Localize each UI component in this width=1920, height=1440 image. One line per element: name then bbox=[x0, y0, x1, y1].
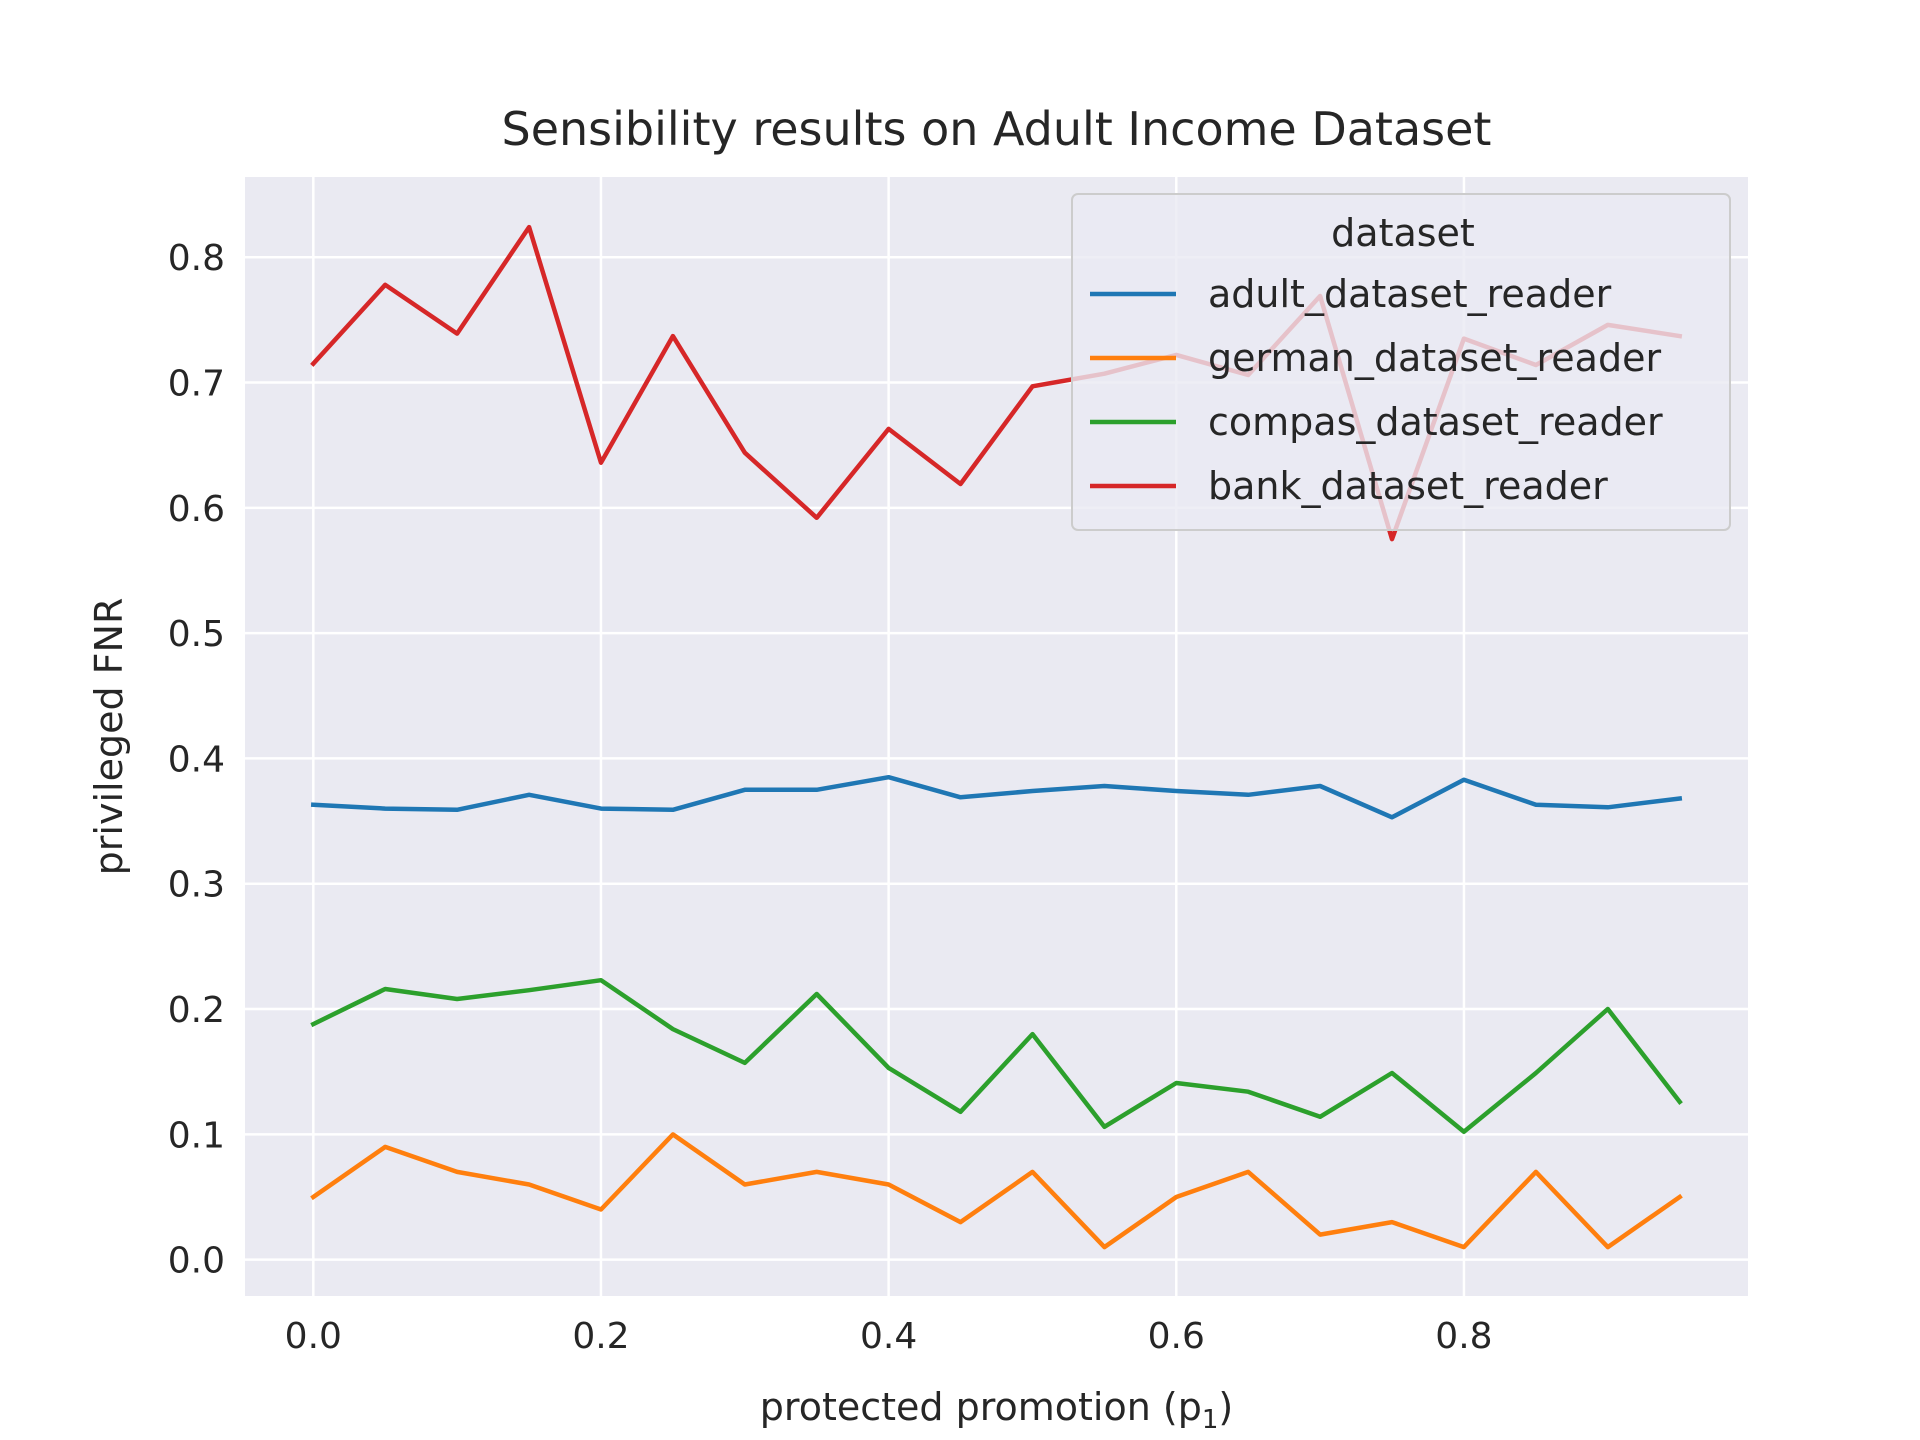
x-axis-label-suffix: ) bbox=[1218, 1385, 1233, 1429]
x-axis-label-text: protected promotion (p bbox=[760, 1385, 1202, 1429]
legend-items: adult_dataset_reader german_dataset_reade… bbox=[1090, 272, 1663, 508]
chart-title: Sensibility results on Adult Income Data… bbox=[502, 102, 1492, 156]
y-tick-label: 0.6 bbox=[168, 489, 225, 530]
tick-labels: 0.0 0.2 0.4 0.6 0.8 0.0 0.1 0.2 0.3 0.4 0.5 0.6 0.7 0… bbox=[168, 238, 1493, 1357]
x-axis-label: protected promotion (p1) bbox=[760, 1385, 1233, 1435]
y-tick-label: 0.1 bbox=[168, 1115, 225, 1156]
legend-label: bank_dataset_reader bbox=[1208, 464, 1608, 508]
x-axis-label-subscript: 1 bbox=[1202, 1405, 1219, 1435]
series-line-german-dataset-reader bbox=[310, 1132, 1683, 1250]
y-tick-label: 0.8 bbox=[168, 238, 225, 279]
series-line-adult-dataset-reader bbox=[310, 774, 1683, 820]
legend-label: compas_dataset_reader bbox=[1208, 400, 1663, 444]
x-tick-label: 0.6 bbox=[1148, 1316, 1205, 1357]
series-line-compas-dataset-reader bbox=[310, 977, 1683, 1135]
legend-box bbox=[1071, 193, 1731, 531]
legend-label: german_dataset_reader bbox=[1208, 336, 1661, 380]
legend: dataset adult_dataset_reader german_datas… bbox=[1071, 193, 1731, 531]
y-tick-label: 0.4 bbox=[168, 739, 225, 780]
x-tick-label: 0.2 bbox=[572, 1316, 629, 1357]
x-tick-label: 0.8 bbox=[1435, 1316, 1492, 1357]
legend-title: dataset bbox=[1331, 211, 1475, 255]
y-tick-label: 0.7 bbox=[168, 364, 225, 405]
legend-label: adult_dataset_reader bbox=[1208, 272, 1612, 316]
y-tick-label: 0.2 bbox=[168, 990, 225, 1031]
x-tick-label: 0.4 bbox=[860, 1316, 917, 1357]
y-tick-label: 0.5 bbox=[168, 614, 225, 655]
x-tick-label: 0.0 bbox=[285, 1316, 342, 1357]
y-tick-label: 0.0 bbox=[168, 1241, 225, 1282]
y-axis-label: privileged FNR bbox=[87, 598, 131, 876]
y-tick-label: 0.3 bbox=[168, 865, 225, 906]
